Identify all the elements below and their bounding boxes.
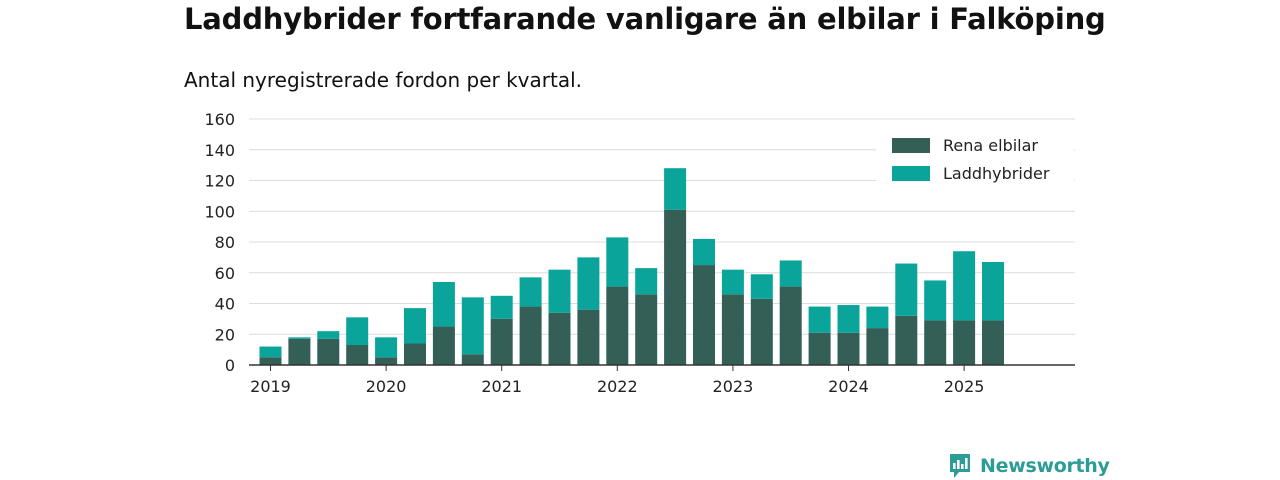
axes: 0 20 40 60 80 100 120 140 160 2019 2020 2021 2022 202… <box>204 110 1075 396</box>
bar-laddhybrider <box>288 337 311 339</box>
y-tick-label: 0 <box>225 356 235 375</box>
bar-laddhybrider <box>375 337 398 358</box>
bar-laddhybrider <box>693 238 715 266</box>
bar-laddhybrider <box>779 260 802 287</box>
y-tick-label: 100 <box>204 202 235 221</box>
bar-rena-elbilar <box>490 318 513 365</box>
y-tick-label: 60 <box>215 264 235 283</box>
bar-rena-elbilar <box>606 286 629 365</box>
x-tick-label: 2019 <box>250 377 291 396</box>
bar-rena-elbilar <box>259 357 282 365</box>
bar-laddhybrider <box>750 274 773 299</box>
bar-rena-elbilar <box>317 338 340 365</box>
bar-rena-elbilar <box>461 354 484 365</box>
bar-rena-elbilar <box>924 320 947 365</box>
bar-rena-elbilar <box>953 320 976 365</box>
x-tick-label: 2022 <box>597 377 638 396</box>
legend: Rena elbilar Laddhybrider <box>876 129 1074 189</box>
bars <box>259 168 1004 365</box>
legend-label: Rena elbilar <box>943 136 1038 155</box>
bar-laddhybrider <box>317 331 340 339</box>
y-tick-label: 80 <box>215 233 235 252</box>
bar-laddhybrider <box>519 277 542 307</box>
legend-swatch <box>892 166 930 181</box>
bar-rena-elbilar <box>346 345 369 365</box>
bar-rena-elbilar <box>808 332 831 365</box>
bar-rena-elbilar <box>750 298 773 365</box>
x-tick-label: 2024 <box>828 377 869 396</box>
bar-laddhybrider <box>895 263 918 316</box>
bar-rena-elbilar <box>837 332 860 365</box>
bar-rena-elbilar <box>519 306 542 365</box>
bar-laddhybrider <box>461 297 484 355</box>
x-tick-label: 2023 <box>713 377 754 396</box>
bar-laddhybrider <box>721 269 744 295</box>
x-tick-label: 2021 <box>481 377 522 396</box>
bar-laddhybrider <box>404 308 426 344</box>
bar-rena-elbilar <box>721 294 744 365</box>
bar-laddhybrider <box>635 268 658 295</box>
bar-laddhybrider <box>866 306 889 329</box>
bar-laddhybrider <box>606 237 629 287</box>
bar-rena-elbilar <box>866 328 889 365</box>
bar-rena-elbilar <box>548 312 571 365</box>
bar-laddhybrider <box>577 257 600 310</box>
chart-title: Laddhybrider fortfarande vanligare än el… <box>184 2 1106 36</box>
bar-laddhybrider <box>664 168 687 210</box>
chart-subtitle: Antal nyregistrerade fordon per kvartal. <box>184 68 583 92</box>
y-tick-label: 160 <box>204 110 235 129</box>
x-tick-label: 2020 <box>366 377 407 396</box>
bar-rena-elbilar <box>664 209 687 365</box>
bar-laddhybrider <box>346 317 369 346</box>
bar-laddhybrider <box>924 280 947 321</box>
bar-laddhybrider <box>490 295 513 319</box>
y-tick-label: 40 <box>215 295 235 314</box>
legend-label: Laddhybrider <box>943 164 1050 183</box>
bar-laddhybrider <box>548 269 571 313</box>
bar-rena-elbilar <box>693 265 715 365</box>
bar-laddhybrider <box>982 261 1004 321</box>
bar-rena-elbilar <box>577 309 600 365</box>
brand-logo: Newsworthy <box>948 452 1110 480</box>
brand-name: Newsworthy <box>980 455 1110 477</box>
legend-swatch <box>892 138 930 153</box>
bar-laddhybrider <box>808 306 831 333</box>
x-tick-label: 2025 <box>944 377 985 396</box>
bar-laddhybrider <box>259 346 282 358</box>
bar-rena-elbilar <box>635 294 658 365</box>
bar-rena-elbilar <box>982 320 1004 365</box>
bar-laddhybrider <box>837 305 860 333</box>
bar-rena-elbilar <box>779 286 802 365</box>
bar-laddhybrider <box>953 251 976 321</box>
bar-laddhybrider <box>432 281 455 327</box>
y-tick-label: 120 <box>204 172 235 191</box>
bar-rena-elbilar <box>432 326 455 365</box>
bar-rena-elbilar <box>288 338 311 365</box>
y-tick-label: 20 <box>215 325 235 344</box>
bar-rena-elbilar <box>404 343 426 365</box>
bar-rena-elbilar <box>895 315 918 365</box>
bar-chart-icon <box>950 454 970 478</box>
y-tick-label: 140 <box>204 141 235 160</box>
bar-rena-elbilar <box>375 357 398 365</box>
